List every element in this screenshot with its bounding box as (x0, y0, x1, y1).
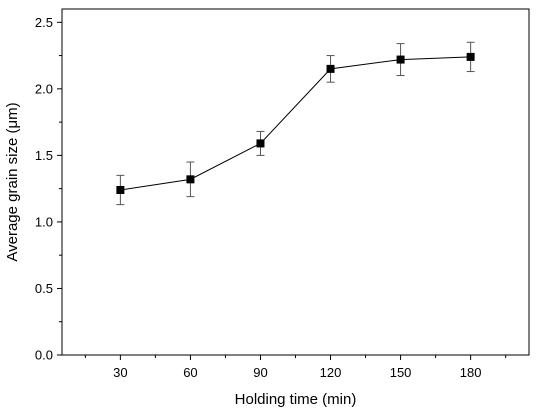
y-tick-label: 1.5 (35, 148, 53, 163)
x-tick-label: 60 (183, 365, 197, 380)
y-tick-label: 0.0 (35, 348, 53, 363)
x-tick-label: 150 (390, 365, 412, 380)
data-point-marker (326, 64, 335, 73)
y-tick-label: 0.5 (35, 281, 53, 296)
y-tick-label: 2.0 (35, 81, 53, 96)
x-tick-label: 30 (113, 365, 127, 380)
data-point-marker (256, 139, 265, 148)
y-axis-title: Average grain size (μm) (4, 102, 21, 261)
x-tick-label: 180 (460, 365, 482, 380)
series-line (120, 56, 471, 191)
data-point-marker (186, 175, 195, 184)
plot-frame (61, 8, 530, 356)
data-point-marker (396, 55, 405, 64)
y-tick-label: 2.5 (35, 15, 53, 30)
y-tick-label: 1.0 (35, 214, 53, 229)
data-point-marker (116, 185, 125, 194)
x-tick-label: 90 (253, 365, 267, 380)
data-layer (116, 41, 475, 206)
axes-layer (61, 8, 530, 356)
x-tick-label: 120 (320, 365, 342, 380)
x-axis-title: Holding time (min) (235, 391, 357, 408)
data-point-marker (466, 52, 475, 61)
ticks-layer: 30 60 90 120 150 180 0.0 0.5 1.0 1.5 2.0 2.5 (35, 15, 507, 380)
